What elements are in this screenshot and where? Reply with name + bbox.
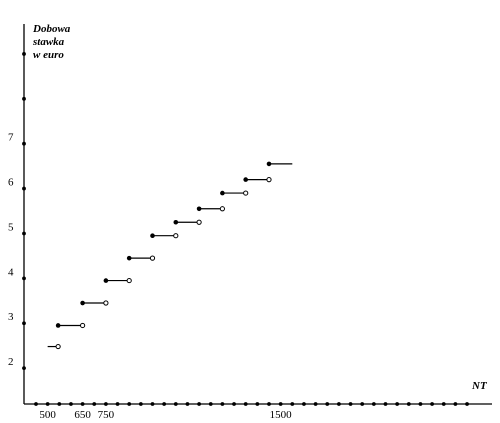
x-axis-dot xyxy=(127,402,132,406)
x-tick-label: 1500 xyxy=(270,409,293,421)
x-axis-dot xyxy=(255,402,260,406)
x-axis-dot xyxy=(441,402,446,406)
y-tick-label: 7 xyxy=(8,132,14,144)
closed-endpoint xyxy=(150,233,155,239)
x-axis-dot xyxy=(325,402,330,406)
x-axis-dot xyxy=(313,402,318,406)
open-endpoint xyxy=(266,177,272,183)
y-axis-dot xyxy=(22,366,26,370)
closed-endpoint xyxy=(243,177,248,182)
y-axis-dot xyxy=(22,52,26,56)
y-axis-dot xyxy=(22,96,26,101)
x-axis-dot xyxy=(34,402,38,406)
x-axis-dot xyxy=(232,402,236,406)
x-axis-label: NT xyxy=(471,380,488,392)
open-endpoint xyxy=(103,300,109,306)
axes xyxy=(22,24,492,406)
y-axis-dot xyxy=(22,231,26,236)
closed-endpoint xyxy=(220,190,225,196)
x-axis-dot xyxy=(197,402,202,406)
x-axis-dot xyxy=(138,402,143,406)
y-axis-dot xyxy=(22,276,26,281)
y-axis-label-line: Dobowa xyxy=(32,23,71,35)
x-axis-dot xyxy=(185,402,190,406)
open-endpoint xyxy=(173,233,179,239)
y-axis-dot xyxy=(22,141,26,146)
closed-endpoint xyxy=(80,300,85,306)
closed-endpoint xyxy=(103,278,109,283)
x-axis-dot xyxy=(45,402,50,406)
x-axis-dot xyxy=(220,402,225,406)
y-axis-label-line: w euro xyxy=(33,49,64,61)
x-axis-dot xyxy=(383,402,388,406)
x-axis-dot xyxy=(360,402,365,406)
x-axis-dot xyxy=(173,402,178,406)
y-axis-label-line: stawka xyxy=(32,36,65,48)
x-axis-dot xyxy=(430,402,434,406)
x-axis-dot xyxy=(302,402,306,406)
closed-endpoint xyxy=(196,206,202,212)
y-axis-dot xyxy=(22,186,26,191)
x-axis-dot xyxy=(465,402,469,406)
y-tick-label: 4 xyxy=(8,266,14,278)
open-endpoint xyxy=(80,322,86,329)
x-axis-dot xyxy=(395,402,400,406)
x-axis-dot xyxy=(418,402,423,406)
chart-marks xyxy=(47,161,293,350)
x-axis-dot xyxy=(208,402,213,406)
open-endpoint xyxy=(149,255,156,261)
x-tick-label: 500 xyxy=(39,409,56,421)
x-axis-dot xyxy=(80,402,85,406)
x-axis-dot xyxy=(267,402,271,406)
x-tick-label: 750 xyxy=(98,409,115,421)
open-endpoint xyxy=(55,343,61,350)
open-endpoint xyxy=(196,219,202,225)
y-axis-dot xyxy=(22,321,26,326)
closed-endpoint xyxy=(266,161,272,167)
x-axis-dot xyxy=(92,402,97,406)
open-endpoint xyxy=(219,206,225,212)
x-axis-dot xyxy=(162,402,167,406)
x-axis-dot xyxy=(69,402,73,406)
x-axis-dot xyxy=(348,402,353,406)
x-axis-dot xyxy=(371,402,376,406)
closed-endpoint xyxy=(55,323,61,328)
y-tick-label: 5 xyxy=(8,221,14,233)
x-axis-dot xyxy=(104,402,108,406)
x-tick-label: 650 xyxy=(74,409,91,421)
x-axis-dot xyxy=(243,402,248,406)
x-axis-dot xyxy=(337,402,341,406)
open-endpoint xyxy=(243,190,249,196)
x-axis-dot xyxy=(406,402,411,406)
x-axis-dot xyxy=(453,402,458,406)
x-axis-dot xyxy=(115,402,120,406)
closed-endpoint xyxy=(126,255,132,261)
y-tick-label: 3 xyxy=(8,311,14,323)
y-tick-label: 6 xyxy=(8,177,14,189)
open-endpoint xyxy=(126,277,132,284)
closed-endpoint xyxy=(173,219,179,225)
x-axis-dot xyxy=(150,402,155,406)
x-axis-dot xyxy=(290,402,295,406)
y-tick-label: 2 xyxy=(8,356,14,368)
x-axis-dot xyxy=(57,402,62,406)
x-axis-dot xyxy=(278,402,283,406)
